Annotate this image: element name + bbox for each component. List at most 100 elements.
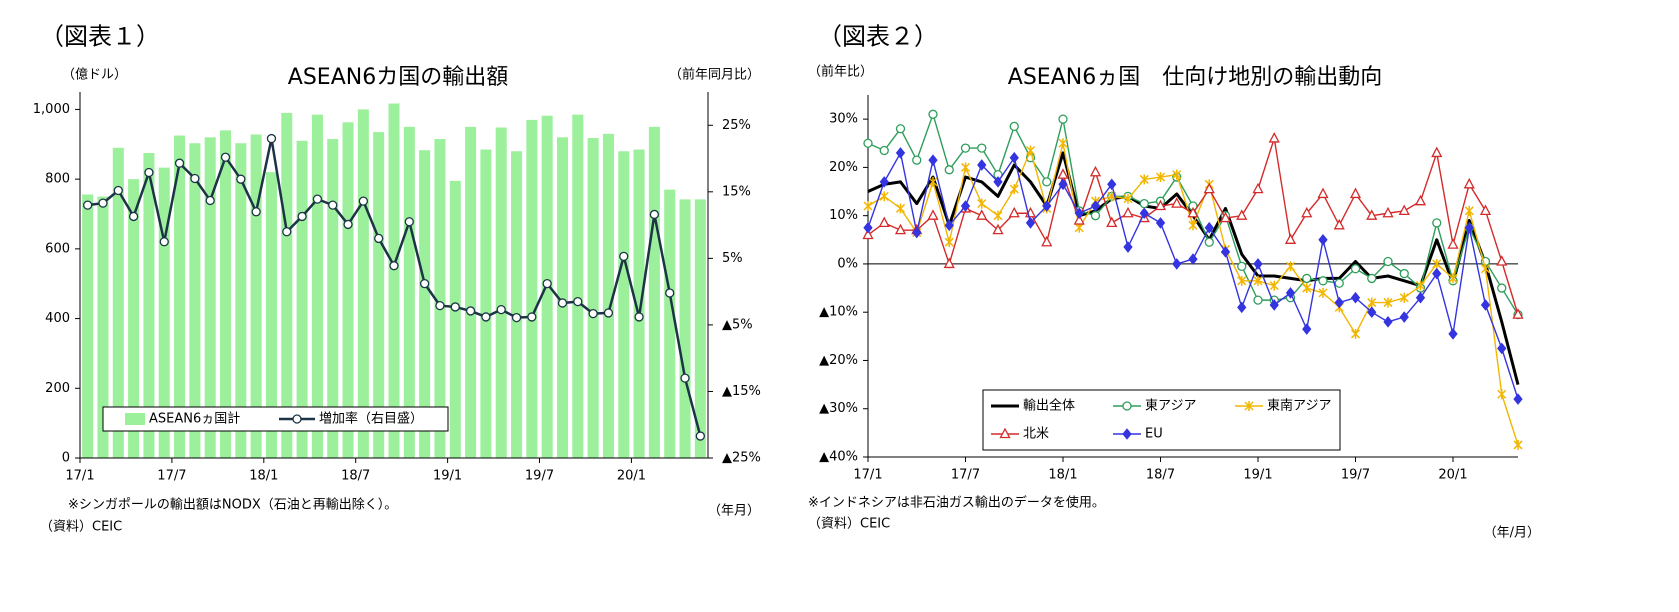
legend-label: 東南アジア xyxy=(1267,398,1331,414)
y-tick-label: 1,000 xyxy=(33,102,70,117)
marker xyxy=(1041,235,1053,247)
marker xyxy=(1058,178,1068,191)
marker xyxy=(358,196,369,206)
marker xyxy=(266,133,277,144)
y-tick-label: 30% xyxy=(829,112,858,127)
marker xyxy=(1154,199,1167,211)
marker xyxy=(878,216,890,228)
marker xyxy=(435,300,445,311)
marker xyxy=(1268,132,1280,143)
legend-label: 北米 xyxy=(1023,427,1049,442)
bar xyxy=(556,137,569,459)
marker xyxy=(220,152,231,162)
y2-axis-label: （前年同月比） xyxy=(669,67,760,83)
x-tick-label: 17/1 xyxy=(853,468,882,483)
marker xyxy=(1334,278,1344,288)
bar xyxy=(633,149,645,458)
marker xyxy=(1269,299,1279,311)
marker xyxy=(573,296,583,307)
marker xyxy=(282,227,292,237)
marker xyxy=(944,165,954,175)
bar xyxy=(235,143,247,459)
marker xyxy=(297,211,307,222)
series-line xyxy=(867,151,1520,385)
marker xyxy=(144,167,154,178)
marker xyxy=(1496,255,1508,266)
y-tick-label: 200 xyxy=(45,381,70,396)
marker xyxy=(944,237,954,248)
marker xyxy=(928,154,938,166)
y-tick-label: ▲40% xyxy=(819,450,858,465)
marker xyxy=(83,200,93,210)
marker xyxy=(1237,275,1247,286)
marker xyxy=(912,155,922,165)
marker xyxy=(1318,287,1328,298)
y2-tick-label: ▲5% xyxy=(722,317,753,332)
marker xyxy=(511,312,522,323)
legend-label: 輸出全体 xyxy=(1023,398,1075,414)
marker xyxy=(1334,296,1344,309)
marker xyxy=(374,233,384,244)
bar xyxy=(511,151,523,458)
marker xyxy=(1172,169,1182,180)
marker xyxy=(1236,209,1248,220)
x-axis-label: （年月） xyxy=(708,504,760,519)
marker xyxy=(862,228,874,240)
marker xyxy=(251,207,261,217)
marker xyxy=(1301,206,1313,218)
marker xyxy=(419,279,430,289)
y-tick-label: ▲30% xyxy=(819,401,858,416)
marker xyxy=(1513,439,1523,450)
bar xyxy=(97,196,109,459)
marker xyxy=(1107,178,1117,191)
bar xyxy=(342,122,354,458)
marker xyxy=(1008,206,1020,218)
marker xyxy=(1139,174,1149,185)
y-tick-label: 10% xyxy=(829,208,858,223)
marker xyxy=(977,143,987,153)
x-tick-label: 20/1 xyxy=(1438,468,1467,483)
x-tick-label: 18/7 xyxy=(1146,468,1175,483)
marker xyxy=(1399,268,1409,279)
y-axis-label: （前年比） xyxy=(808,64,873,80)
marker xyxy=(1480,299,1491,311)
bar xyxy=(679,199,691,459)
marker xyxy=(1399,292,1409,303)
marker xyxy=(1237,301,1247,314)
marker xyxy=(1350,328,1361,339)
marker xyxy=(1432,267,1442,280)
marker xyxy=(174,158,185,168)
marker xyxy=(128,211,139,222)
marker xyxy=(236,174,246,184)
marker xyxy=(894,223,907,235)
marker xyxy=(1284,233,1297,244)
marker xyxy=(928,109,938,119)
marker xyxy=(1188,253,1198,265)
marker xyxy=(1398,204,1410,215)
marker xyxy=(1367,273,1377,284)
marker xyxy=(912,226,922,239)
marker xyxy=(1383,297,1393,308)
marker xyxy=(190,173,200,184)
legend-swatch xyxy=(999,427,1011,439)
marker xyxy=(1414,194,1427,206)
x-axis-label: （年/月） xyxy=(1484,526,1540,541)
marker xyxy=(619,251,629,262)
marker xyxy=(1089,165,1102,177)
y-axis-label: （億ドル） xyxy=(62,67,127,83)
marker xyxy=(1057,168,1069,179)
marker xyxy=(1497,283,1507,293)
marker xyxy=(1350,291,1361,304)
x-tick-label: 17/7 xyxy=(951,468,980,483)
bar xyxy=(158,167,170,458)
marker xyxy=(863,138,873,148)
bar xyxy=(572,114,584,459)
marker xyxy=(863,221,873,234)
marker xyxy=(879,145,889,156)
marker xyxy=(1302,283,1312,294)
bar xyxy=(449,180,461,458)
marker xyxy=(1009,151,1019,164)
marker xyxy=(1220,246,1231,258)
marker xyxy=(695,431,705,441)
